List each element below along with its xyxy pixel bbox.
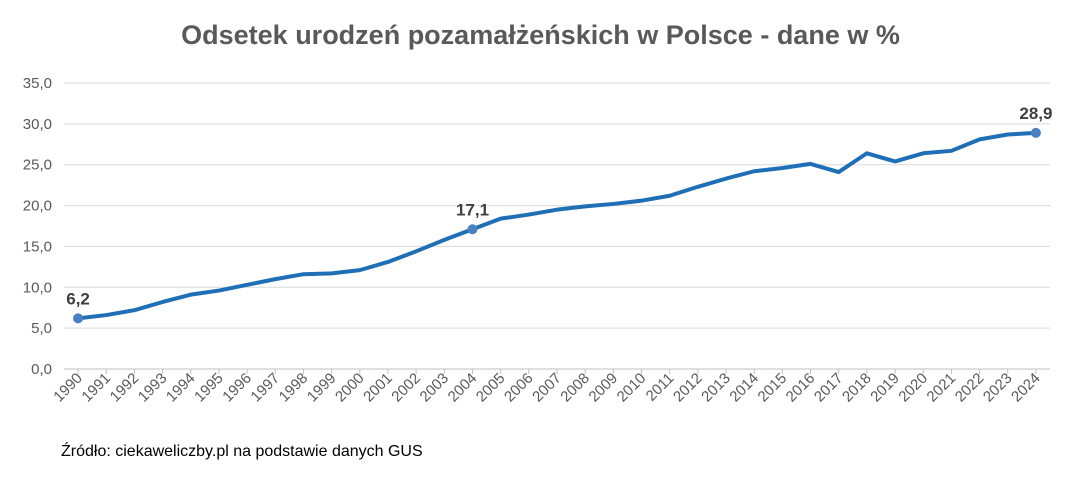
data-point xyxy=(386,260,390,264)
highlight-marker xyxy=(1030,127,1041,138)
y-tick-label: 20,0 xyxy=(23,198,52,215)
x-tick-label: 1992 xyxy=(107,370,143,406)
y-tick-label: 25,0 xyxy=(23,157,52,174)
data-point xyxy=(104,313,108,317)
x-tick-label: 2001 xyxy=(360,370,396,406)
x-tick-label: 2012 xyxy=(670,370,706,406)
series-line xyxy=(76,130,1038,321)
x-tick-label: 2002 xyxy=(388,370,424,406)
data-point xyxy=(442,238,446,242)
data-point xyxy=(724,177,728,181)
x-tick-label: 1993 xyxy=(135,370,171,406)
x-tick-label: 1990 xyxy=(50,370,86,406)
y-tick-label: 15,0 xyxy=(23,238,52,255)
data-label: 17,1 xyxy=(456,200,489,219)
x-tick-label: 2015 xyxy=(755,370,791,406)
x-tick-label: 2021 xyxy=(924,370,960,406)
data-point xyxy=(837,170,841,174)
data-point xyxy=(978,137,982,141)
x-tick-label: 1999 xyxy=(304,370,340,406)
data-point xyxy=(1006,132,1010,136)
x-tick-label: 1996 xyxy=(219,370,255,406)
x-tick-label: 2007 xyxy=(529,370,565,406)
x-tick-label: 1991 xyxy=(78,370,114,406)
x-tick-label: 2013 xyxy=(698,370,734,406)
x-tick-label: 2003 xyxy=(417,370,453,406)
x-tick-label: 1994 xyxy=(163,370,199,406)
data-point xyxy=(217,289,221,293)
x-tick-label: 2018 xyxy=(839,370,875,406)
data-point xyxy=(921,151,925,155)
x-tick-label: 2019 xyxy=(867,370,903,406)
data-point xyxy=(301,272,305,276)
data-point xyxy=(583,204,587,208)
data-point xyxy=(499,217,503,221)
x-tick-label: 2014 xyxy=(726,370,762,406)
data-point xyxy=(358,268,362,272)
data-point xyxy=(132,308,136,312)
y-tick-label: 0,0 xyxy=(31,361,52,378)
chart-title: Odsetek urodzeń pozamałżeńskich w Polsce… xyxy=(181,20,900,50)
x-tick-label: 1998 xyxy=(276,370,312,406)
x-tick-label: 1997 xyxy=(247,370,283,406)
x-tick-label: 2004 xyxy=(445,370,481,406)
x-tick-label: 2016 xyxy=(783,370,819,406)
x-tick-label: 2024 xyxy=(1008,370,1044,406)
x-tick-label: 2009 xyxy=(586,370,622,406)
data-label: 6,2 xyxy=(66,289,90,308)
data-point xyxy=(780,166,784,170)
data-point xyxy=(555,208,559,212)
x-tick-label: 2005 xyxy=(473,370,509,406)
data-point xyxy=(893,159,897,163)
x-tick-label: 2010 xyxy=(614,370,650,406)
x-tick-label: 2008 xyxy=(557,370,593,406)
y-tick-label: 30,0 xyxy=(23,116,52,133)
data-point xyxy=(696,185,700,189)
data-point xyxy=(189,293,193,297)
x-tick-label: 2011 xyxy=(643,370,678,405)
data-point xyxy=(865,151,869,155)
data-label: 28,9 xyxy=(1019,104,1052,123)
data-point xyxy=(809,162,813,166)
data-point xyxy=(330,271,334,275)
data-point xyxy=(949,149,953,153)
data-point xyxy=(640,199,644,203)
x-tick-label: 1995 xyxy=(191,370,227,406)
x-tick-label: 2020 xyxy=(895,370,931,406)
data-point xyxy=(668,194,672,198)
data-point xyxy=(245,283,249,287)
data-point xyxy=(273,277,277,281)
x-tick-label: 2022 xyxy=(952,370,988,406)
x-tick-label: 2017 xyxy=(811,370,847,406)
y-tick-label: 10,0 xyxy=(23,279,52,296)
x-tick-label: 2023 xyxy=(980,370,1016,406)
data-point xyxy=(161,300,165,304)
data-point xyxy=(527,213,531,217)
y-tick-label: 35,0 xyxy=(23,75,52,92)
data-point xyxy=(611,202,615,206)
data-point xyxy=(414,249,418,253)
x-tick-label: 2006 xyxy=(501,370,537,406)
y-tick-label: 5,0 xyxy=(31,320,52,337)
x-tick-label: 2000 xyxy=(332,370,368,406)
highlight-marker xyxy=(467,224,478,235)
source-note: Źródło: ciekaweliczby.pl na podstawie da… xyxy=(61,443,423,460)
highlight-marker xyxy=(73,313,84,324)
data-point xyxy=(752,169,756,173)
